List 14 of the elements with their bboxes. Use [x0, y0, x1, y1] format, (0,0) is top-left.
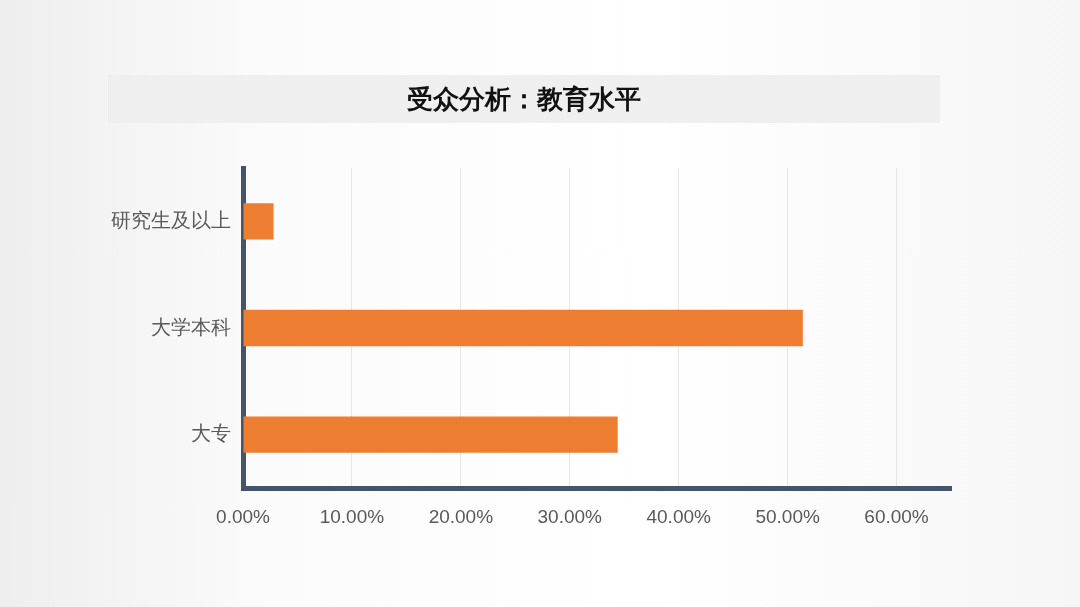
y-tick-label: 大专 [191, 422, 231, 445]
x-tick-label: 10.00% [319, 505, 385, 527]
bar [243, 309, 803, 347]
x-tick-label: 20.00% [428, 505, 494, 527]
y-tick-label: 研究生及以上 [111, 208, 231, 231]
x-tick-label: 0.00% [216, 505, 271, 527]
chart-title: 受众分析：教育水平 [108, 75, 940, 123]
x-tick-label: 30.00% [537, 505, 603, 527]
x-tick-label: 50.00% [755, 505, 820, 527]
x-tick-label: 40.00% [646, 505, 712, 527]
x-tick-label: 60.00% [864, 505, 929, 527]
bar [243, 416, 618, 453]
y-tick-label: 大学本科 [151, 315, 231, 338]
bar [243, 203, 274, 240]
